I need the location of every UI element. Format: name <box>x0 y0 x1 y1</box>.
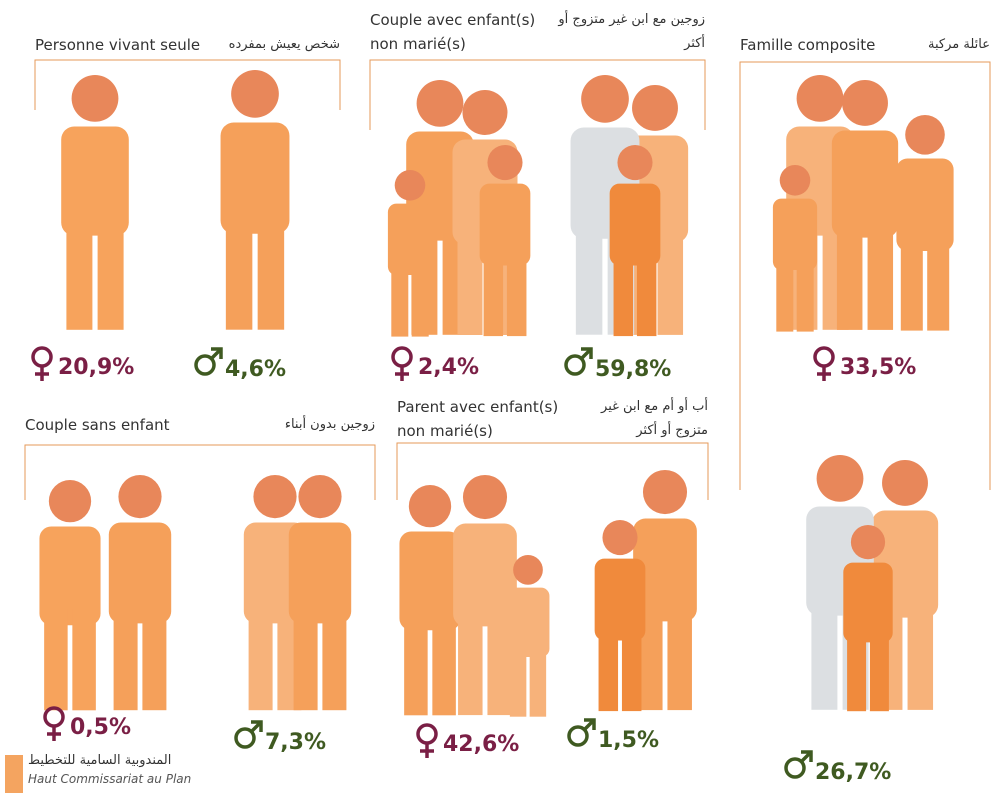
figure-head <box>513 555 543 585</box>
figure-head <box>72 75 119 122</box>
figure-leg <box>901 236 923 331</box>
figure-leg <box>432 614 456 715</box>
male-symbol <box>581 349 591 359</box>
figure-head <box>602 520 637 555</box>
male-percent: 1,5% <box>598 728 659 753</box>
figure-head <box>253 475 296 518</box>
female-percent: 42,6% <box>443 732 519 757</box>
figure-leg <box>258 216 285 330</box>
infographic: المندوبية السامية للتخطيط Haut Commissar… <box>0 0 1001 793</box>
male-percent: 59,8% <box>595 357 671 382</box>
figure-leg <box>797 259 814 332</box>
figure-leg <box>811 598 837 710</box>
figure-head <box>905 115 945 155</box>
male-symbol <box>801 752 811 762</box>
figure-leg <box>142 607 166 710</box>
figure-head <box>797 75 844 122</box>
figure-leg <box>72 609 96 710</box>
male-percent: 7,3% <box>265 730 326 755</box>
female-percent: 0,5% <box>70 715 131 740</box>
figure-head <box>851 525 885 559</box>
figure-head <box>882 460 928 506</box>
figure-head <box>49 480 91 522</box>
figure-leg <box>294 607 318 710</box>
figure-leg <box>44 609 68 710</box>
male-symbol <box>251 722 261 732</box>
figure-head <box>632 85 678 131</box>
figure-leg <box>530 646 547 717</box>
title-fr: Couple avec enfant(s) non marié(s) <box>370 8 550 56</box>
title-ar: زوجين مع ابن غير متزوج أو أكثر <box>555 8 705 56</box>
figure-leg <box>927 236 949 331</box>
female-symbol <box>815 348 833 366</box>
figure-leg <box>484 252 504 336</box>
figure-leg <box>226 216 253 330</box>
figure-leg <box>458 610 483 715</box>
figure-leg <box>667 605 692 710</box>
title-ar: أب أو أم مع ابن غير متزوج أو أكثر <box>575 395 708 443</box>
figure-leg <box>507 252 527 336</box>
figure-leg <box>868 220 894 330</box>
figure-head <box>231 70 279 118</box>
figure-leg <box>776 259 793 332</box>
figure-leg <box>870 630 889 712</box>
figure-head <box>643 470 687 514</box>
figure-head <box>395 170 426 201</box>
figure-leg <box>114 607 138 710</box>
figure-head <box>298 475 341 518</box>
figure-leg <box>622 627 642 711</box>
figure-leg <box>637 252 657 336</box>
figure-head <box>463 90 508 135</box>
male-percent: 4,6% <box>225 357 286 382</box>
figure-leg <box>412 264 429 337</box>
male-symbol <box>584 720 594 730</box>
footer-fr: Haut Commissariat au Plan <box>28 770 191 788</box>
figure-head <box>463 475 507 519</box>
female-symbol <box>418 725 436 743</box>
figure-leg <box>98 218 124 330</box>
figure-leg <box>576 221 603 335</box>
figure-head <box>817 455 864 502</box>
figure-head <box>780 165 811 196</box>
female-percent: 20,9% <box>58 355 134 380</box>
female-percent: 33,5% <box>840 355 916 380</box>
logo-square <box>5 755 23 793</box>
male-symbol <box>211 349 221 359</box>
male-percent: 26,7% <box>815 760 891 785</box>
figure-leg <box>510 646 526 717</box>
figure-head <box>409 485 451 527</box>
title-ar: شخص يعيش بمفرده <box>200 33 340 57</box>
figure-leg <box>837 220 863 330</box>
figure-leg <box>66 218 92 330</box>
female-percent: 2,4% <box>418 355 479 380</box>
title-fr: Couple sans enfant <box>25 413 225 437</box>
female-symbol <box>33 348 51 366</box>
figure-leg <box>847 630 866 712</box>
figure-head <box>118 475 161 518</box>
figure-leg <box>458 228 483 336</box>
figure-head <box>842 80 888 126</box>
title-fr: Parent avec enfant(s) non marié(s) <box>397 395 567 443</box>
title-ar: عائلة مركبة <box>880 33 990 57</box>
female-symbol <box>393 348 411 366</box>
figure-leg <box>658 225 684 335</box>
title-ar: زوجين بدون أبناء <box>240 413 375 437</box>
footer-ar: المندوبية السامية للتخطيط <box>28 752 178 770</box>
figure-head <box>617 145 652 180</box>
figure-leg <box>322 607 346 710</box>
figure-leg <box>391 264 408 337</box>
figure-leg <box>599 627 619 711</box>
figure-head <box>487 145 522 180</box>
figure-head <box>581 75 629 123</box>
figure-leg <box>908 600 934 710</box>
figure-leg <box>404 614 428 715</box>
figure-leg <box>249 607 273 710</box>
figure-leg <box>614 252 634 336</box>
figure-head <box>417 80 464 127</box>
female-symbol <box>45 708 63 726</box>
